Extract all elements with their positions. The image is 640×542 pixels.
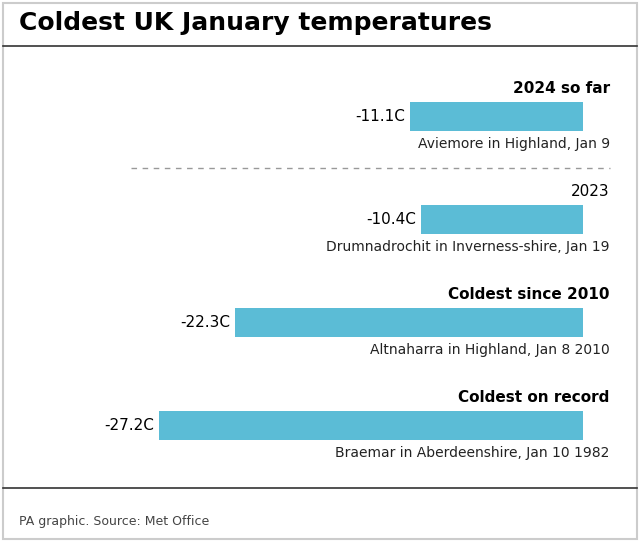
Text: -11.1C: -11.1C	[355, 109, 405, 124]
Bar	[236, 308, 583, 337]
Bar	[410, 102, 583, 131]
Text: -10.4C: -10.4C	[367, 212, 416, 227]
Text: -27.2C: -27.2C	[104, 418, 154, 433]
Text: 2024 so far: 2024 so far	[513, 81, 610, 96]
Text: 2023: 2023	[571, 184, 610, 199]
Text: PA graphic. Source: Met Office: PA graphic. Source: Met Office	[19, 515, 209, 528]
Text: Braemar in Aberdeenshire, Jan 10 1982: Braemar in Aberdeenshire, Jan 10 1982	[335, 446, 610, 460]
Text: Coldest on record: Coldest on record	[458, 390, 610, 405]
Bar	[421, 205, 583, 234]
Bar	[159, 411, 583, 440]
Text: -22.3C: -22.3C	[180, 315, 230, 330]
Text: Altnaharra in Highland, Jan 8 2010: Altnaharra in Highland, Jan 8 2010	[370, 343, 610, 357]
Text: Coldest UK January temperatures: Coldest UK January temperatures	[19, 11, 492, 35]
Text: Coldest since 2010: Coldest since 2010	[448, 287, 610, 302]
Text: Aviemore in Highland, Jan 9: Aviemore in Highland, Jan 9	[417, 137, 610, 151]
Text: Drumnadrochit in Inverness-shire, Jan 19: Drumnadrochit in Inverness-shire, Jan 19	[326, 240, 610, 254]
